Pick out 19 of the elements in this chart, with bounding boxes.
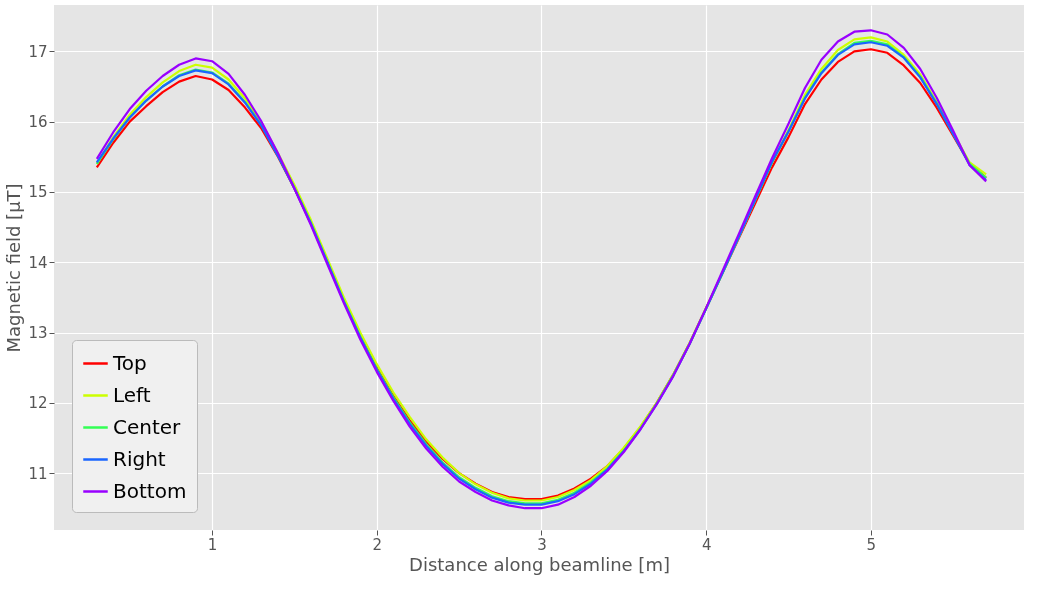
- x-tick-label: 4: [701, 535, 712, 554]
- x-tick-label: 2: [372, 535, 383, 554]
- y-tick-label: 12: [28, 394, 48, 413]
- x-tick-label: 5: [866, 535, 877, 554]
- x-axis-title: Distance along beamline [m]: [409, 553, 670, 575]
- legend-label: Top: [112, 350, 147, 375]
- legend-label: Left: [113, 382, 151, 407]
- y-tick-label: 17: [28, 42, 48, 61]
- y-tick-label: 11: [28, 464, 48, 483]
- x-tick-label: 3: [537, 535, 547, 554]
- y-tick-label: 14: [28, 253, 48, 272]
- legend-label: Center: [113, 414, 182, 439]
- y-tick-label: 16: [28, 113, 48, 132]
- y-tick-label: 15: [28, 183, 48, 202]
- y-axis-title: Magnetic field [µT]: [3, 183, 25, 353]
- legend-label: Bottom: [113, 478, 187, 503]
- legend-label: Right: [113, 446, 166, 471]
- x-tick-label: 1: [207, 535, 218, 554]
- y-tick-label: 13: [28, 324, 48, 343]
